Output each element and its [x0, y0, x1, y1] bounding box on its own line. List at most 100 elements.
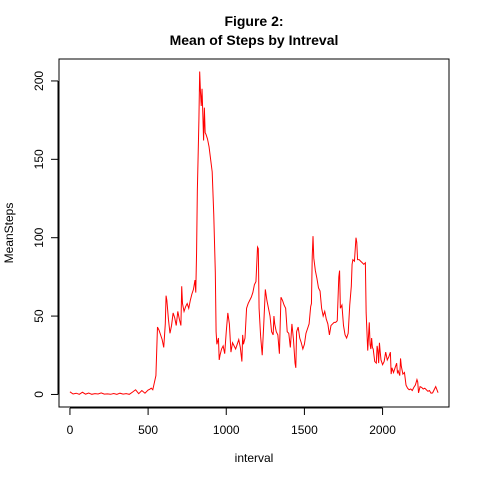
data-point	[371, 337, 372, 338]
data-point	[382, 364, 383, 365]
data-point	[171, 325, 172, 326]
data-point	[312, 256, 313, 257]
data-point	[169, 333, 170, 334]
data-point	[258, 308, 259, 309]
data-point	[373, 355, 374, 356]
data-point	[198, 120, 199, 121]
data-point	[273, 315, 274, 316]
y-tick-label: 0	[32, 391, 46, 398]
series-line-mean-steps	[69, 71, 439, 395]
data-point	[215, 331, 216, 332]
data-point	[85, 394, 86, 395]
data-point	[183, 311, 184, 312]
data-point	[435, 386, 436, 387]
data-point	[321, 308, 322, 309]
data-point	[315, 270, 316, 271]
data-point	[394, 367, 395, 368]
data-point	[160, 334, 161, 335]
data-point	[416, 379, 417, 380]
data-point	[229, 323, 230, 324]
data-point	[203, 140, 204, 141]
data-point	[240, 347, 241, 348]
data-point	[79, 394, 80, 395]
data-point	[69, 391, 70, 392]
data-point	[396, 363, 397, 364]
data-point	[88, 392, 89, 393]
data-point	[340, 308, 341, 309]
data-point	[268, 308, 269, 309]
data-point	[173, 312, 174, 313]
data-point	[299, 337, 300, 338]
data-point	[430, 393, 431, 394]
data-point	[215, 272, 216, 273]
data-point	[152, 389, 153, 390]
data-point	[230, 352, 231, 353]
data-point	[390, 352, 391, 353]
data-point	[309, 323, 310, 324]
data-point	[119, 393, 120, 394]
data-point	[132, 392, 133, 393]
data-point	[344, 334, 345, 335]
data-point	[198, 156, 199, 157]
data-point	[151, 388, 152, 389]
data-point	[251, 297, 252, 298]
data-point	[116, 394, 117, 395]
data-point	[319, 290, 320, 291]
data-point	[417, 381, 418, 382]
data-point	[385, 352, 386, 353]
data-point	[255, 281, 256, 282]
data-point	[418, 392, 419, 393]
data-point	[181, 286, 182, 287]
data-point	[293, 339, 294, 340]
data-point	[369, 322, 370, 323]
data-point	[359, 259, 360, 260]
y-tick-label: 150	[32, 149, 46, 169]
data-point	[313, 257, 314, 258]
data-point	[334, 322, 335, 323]
data-point	[162, 339, 163, 340]
data-point	[213, 214, 214, 215]
data-point	[410, 388, 411, 389]
data-point	[246, 308, 247, 309]
data-point	[219, 355, 220, 356]
data-point	[260, 336, 261, 337]
data-point	[377, 350, 378, 351]
data-point	[187, 303, 188, 304]
data-point	[138, 393, 139, 394]
data-point	[378, 363, 379, 364]
data-point	[373, 348, 374, 349]
data-point	[263, 323, 264, 324]
data-point	[191, 294, 192, 295]
data-point	[402, 373, 403, 374]
data-point	[200, 91, 201, 92]
data-point	[412, 390, 413, 391]
data-point	[262, 355, 263, 356]
data-point	[338, 276, 339, 277]
data-point	[316, 278, 317, 279]
y-axis-label: MeanSteps	[2, 203, 16, 264]
data-point	[288, 333, 289, 334]
data-point	[216, 344, 217, 345]
data-point	[148, 389, 149, 390]
data-point	[366, 331, 367, 332]
data-point	[165, 295, 166, 296]
data-point	[332, 323, 333, 324]
data-point	[287, 331, 288, 332]
data-point	[330, 325, 331, 326]
data-point	[318, 287, 319, 288]
data-point	[141, 390, 142, 391]
data-point	[335, 322, 336, 323]
data-point	[426, 389, 427, 390]
data-point	[179, 319, 180, 320]
data-point	[407, 388, 408, 389]
data-point	[110, 394, 111, 395]
data-point	[285, 308, 286, 309]
data-point	[135, 389, 136, 390]
data-point	[298, 326, 299, 327]
data-point	[238, 339, 239, 340]
data-point	[294, 363, 295, 364]
data-point	[429, 390, 430, 391]
data-point	[363, 264, 364, 265]
